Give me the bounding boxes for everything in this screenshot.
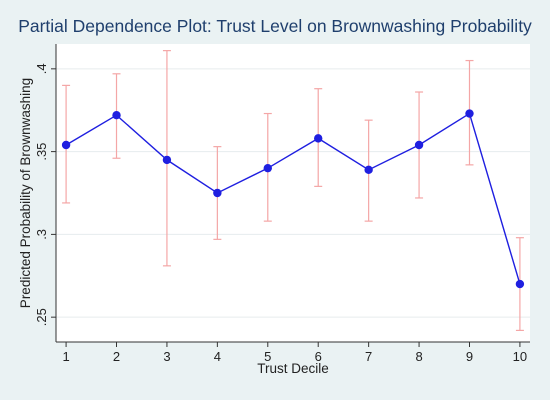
x-axis: 1 2 3 4 5 6 7 8 9 10 bbox=[62, 342, 527, 364]
x-tick-label: 9 bbox=[466, 349, 473, 364]
grid-lines bbox=[56, 68, 530, 318]
data-point bbox=[162, 155, 172, 165]
x-tick-label: 10 bbox=[513, 349, 527, 364]
data-point bbox=[314, 134, 323, 143]
x-tick-label: 3 bbox=[163, 349, 170, 364]
x-tick-label: 6 bbox=[315, 349, 322, 364]
x-axis-label: Trust Decile bbox=[257, 361, 329, 376]
data-point bbox=[213, 188, 222, 198]
data-point bbox=[465, 109, 474, 118]
x-tick-label: 8 bbox=[415, 349, 422, 364]
data-point bbox=[364, 165, 373, 175]
data-point bbox=[515, 279, 525, 289]
data-point bbox=[61, 140, 71, 150]
series-line bbox=[65, 112, 521, 285]
x-tick-label: 1 bbox=[62, 349, 69, 364]
y-tick-label: .25 bbox=[34, 308, 49, 326]
plot-area bbox=[56, 44, 530, 342]
x-tick-label: 7 bbox=[365, 349, 372, 364]
data-point bbox=[112, 110, 121, 120]
y-tick-label: .3 bbox=[34, 229, 49, 240]
y-axis: .25 .3 .35 .4 bbox=[34, 63, 56, 326]
data-point bbox=[414, 140, 424, 150]
chart-title: Partial Dependence Plot: Trust Level on … bbox=[18, 16, 532, 36]
y-tick-label: .4 bbox=[34, 63, 49, 74]
x-tick-label: 2 bbox=[113, 349, 120, 364]
x-tick-label: 5 bbox=[264, 349, 271, 364]
x-tick-label: 4 bbox=[214, 349, 221, 364]
y-axis-label: Predicted Probability of Brownwashing bbox=[18, 78, 33, 308]
y-tick-label: .35 bbox=[34, 143, 49, 161]
data-point bbox=[263, 163, 272, 173]
data-markers bbox=[61, 109, 525, 289]
